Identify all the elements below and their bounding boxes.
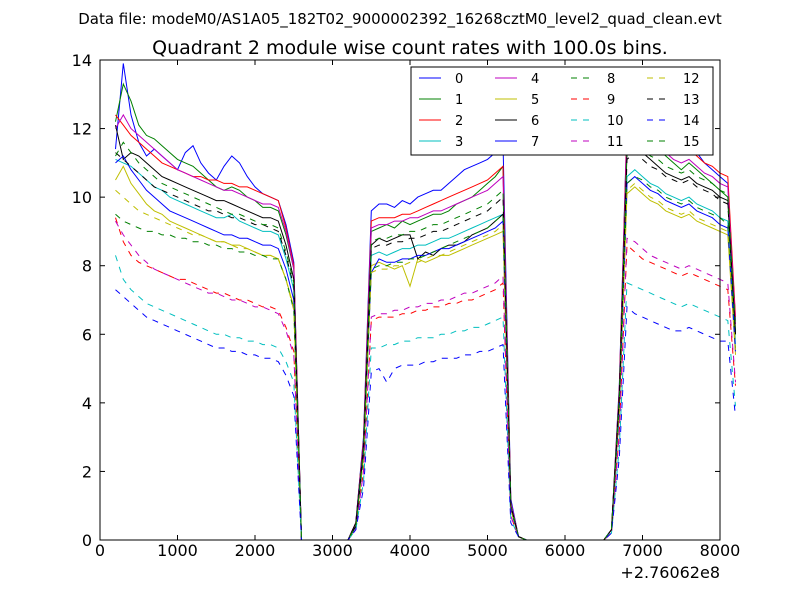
legend-label-5: 5 [531,93,539,108]
x-tick-label: 1000 [157,541,198,560]
x-tick-label: 7000 [622,541,663,560]
series-3-line [115,158,736,541]
legend-label-12: 12 [683,72,700,87]
series-6-line [115,124,736,541]
series-4-line [115,113,736,541]
legend-label-8: 8 [607,72,615,87]
x-tick-label: 2000 [235,541,276,560]
legend-box [410,66,714,156]
x-tick-label: 8000 [700,541,741,560]
series-9-line [115,217,736,541]
series-15-line [115,141,736,541]
legend-label-10: 10 [607,114,624,129]
series-12-line [115,182,736,541]
chart-suptitle: Data file: modeM0/AS1A05_182T02_90000023… [78,10,722,29]
legend-label-0: 0 [455,72,463,87]
y-tick-label: 6 [82,325,92,344]
ticks-group: 0 1000 2000 3000 4000 5000 6000 7000 80000246810… [72,51,741,560]
y-tick-label: 12 [72,120,92,139]
y-tick-label: 4 [82,394,92,413]
y-tick-label: 14 [72,51,92,70]
y-tick-label: 10 [72,188,92,207]
legend-label-9: 9 [607,93,615,108]
legend-label-6: 6 [531,114,539,129]
y-tick-label: 0 [82,531,92,550]
legend-label-15: 15 [683,135,700,150]
x-tick-label: 0 [95,541,105,560]
legend-label-3: 3 [455,135,463,150]
x-offset-label: +2.76062e8 [620,563,720,582]
x-tick-label: 5000 [467,541,508,560]
series-2-line [115,114,736,541]
legend-label-4: 4 [531,72,539,87]
y-tick-label: 8 [82,257,92,276]
series-11-line [115,220,736,541]
series-7-line [115,155,736,541]
legend-label-2: 2 [455,114,463,129]
series-5-line [115,165,736,541]
legend-label-13: 13 [683,93,700,108]
legend-label-7: 7 [531,135,539,150]
series-10-line [115,255,736,541]
series-8-line [115,176,736,541]
x-tick-label: 4000 [390,541,431,560]
y-tick-label: 2 [82,462,92,481]
chart-title: Quadrant 2 module wise count rates with … [152,37,668,59]
x-tick-label: 3000 [312,541,353,560]
series-14-line [115,289,736,541]
legend-label-11: 11 [607,135,624,150]
legend-label-1: 1 [455,93,463,108]
legend-label-14: 14 [683,114,700,129]
series-13-line [115,151,736,541]
x-tick-label: 6000 [545,541,586,560]
